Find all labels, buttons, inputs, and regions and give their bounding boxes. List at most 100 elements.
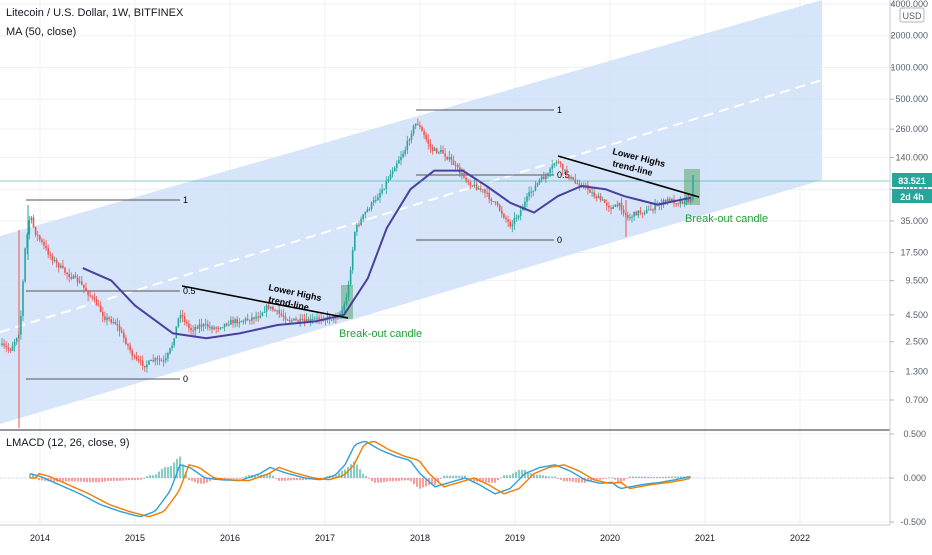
candle-body [116, 323, 119, 326]
candle-body [465, 177, 467, 182]
lmacd-histogram-bar [332, 475, 334, 478]
lmacd-histogram-bar [179, 456, 181, 478]
candle-body [307, 319, 310, 322]
candle-body [410, 133, 413, 140]
lmacd-histogram-bar [566, 478, 568, 482]
time-tick-label: 2020 [600, 533, 620, 543]
lmacd-histogram-bar [425, 478, 427, 487]
candle-body [70, 277, 73, 279]
lmacd-histogram-bar [209, 478, 211, 482]
candle-body [72, 275, 75, 279]
candle-body [400, 157, 402, 161]
candle-body [572, 177, 574, 180]
symbol-title[interactable]: Litecoin / U.S. Dollar, 1W, BITFINEX [6, 7, 184, 19]
lmacd-histogram-bar [485, 478, 487, 483]
candle-body [45, 245, 47, 249]
candle-body [41, 239, 43, 242]
time-tick-label: 2022 [790, 533, 810, 543]
lmacd-histogram-bar [575, 478, 577, 483]
candle-body [425, 135, 427, 140]
candle-body [112, 321, 115, 323]
time-tick-label: 2021 [695, 533, 715, 543]
lmacd-histogram-bar [281, 478, 283, 481]
candle-body [507, 219, 509, 222]
candle-body [123, 332, 125, 338]
candle-body [91, 296, 94, 298]
candle-body [616, 204, 619, 207]
candle-body [165, 358, 167, 361]
candle-body [482, 189, 484, 191]
time-axis[interactable]: 2014 2015 2016 2017 2018 2019 2020 2021 2022 [30, 533, 810, 543]
price-tick-label: 35.000 [900, 216, 928, 226]
candle-body [144, 365, 146, 368]
candle-body [263, 311, 266, 313]
lmacd-histogram-bar [200, 478, 202, 484]
candle-body [683, 202, 686, 204]
candle-body [402, 153, 404, 158]
candle-body [576, 183, 579, 185]
lmacd-histogram-bar [509, 475, 511, 478]
price-tick-label: 1.300 [905, 367, 928, 377]
candle-body [49, 254, 52, 256]
lmacd-histogram-bar [53, 478, 55, 482]
lmacd-histogram-bar [512, 473, 514, 478]
lmacd-histogram-bar [407, 478, 409, 481]
candle-body [309, 318, 312, 322]
candle-body [377, 197, 379, 201]
candle-body [108, 317, 110, 320]
lmacd-histogram-bar [356, 464, 358, 478]
fib-b-label: 1 [557, 105, 562, 115]
candle-body [5, 345, 7, 348]
lmacd-histogram-bar [284, 478, 286, 481]
candle-body [526, 196, 528, 202]
candle-body [179, 315, 182, 319]
candle-body [404, 150, 406, 154]
candle-body [312, 318, 314, 320]
candle-body [110, 319, 112, 323]
candle-body [9, 349, 12, 351]
lmacd-axis[interactable]: 0.500 0.000 -0.500 [890, 429, 926, 527]
candle-body [190, 327, 192, 331]
candle-body [645, 209, 648, 214]
lmacd-histogram-bar [386, 478, 388, 482]
candle-body [257, 316, 259, 318]
candle-body [240, 320, 243, 323]
lmacd-histogram-bar [560, 478, 562, 480]
candle-body [89, 295, 91, 297]
candle-body [261, 312, 264, 316]
candle-body [303, 319, 306, 322]
lmacd-histogram-bar [152, 475, 154, 478]
candle-body [20, 315, 22, 335]
candle-body [585, 185, 587, 187]
ma-legend[interactable]: MA (50, close) [6, 26, 76, 38]
candle-body [467, 181, 469, 183]
currency-box[interactable] [899, 7, 925, 23]
candle-body [681, 200, 684, 204]
candle-body [24, 248, 26, 282]
price-tick-label: 2.500 [905, 337, 928, 347]
candle-body [528, 192, 530, 197]
candle-body [517, 215, 520, 218]
lmacd-histogram-bar [377, 478, 379, 483]
lmacd-histogram-bar [368, 478, 370, 479]
candle-body [524, 201, 526, 208]
lmacd-histogram-bar [275, 478, 277, 479]
lmacd-histogram-bar [482, 478, 484, 483]
candle-body [171, 345, 173, 349]
lmacd-legend[interactable]: LMACD (12, 26, close, 9) [6, 437, 130, 449]
lmacd-histogram-bar [458, 475, 460, 478]
lmacd-line [29, 440, 691, 518]
countdown-value: 2d 4h [900, 192, 924, 202]
lmacd-histogram-bar [305, 478, 307, 481]
candle-body [664, 200, 667, 202]
candle-body [435, 148, 438, 153]
candle-body [406, 141, 409, 151]
lmacd-histogram-bar [92, 478, 94, 483]
candle-body [444, 153, 446, 157]
candle-body [173, 338, 175, 346]
lmacd-histogram-bar [683, 476, 685, 478]
candle-body [480, 188, 482, 190]
candle-body [549, 168, 551, 174]
lmacd-histogram-bar [608, 477, 610, 479]
